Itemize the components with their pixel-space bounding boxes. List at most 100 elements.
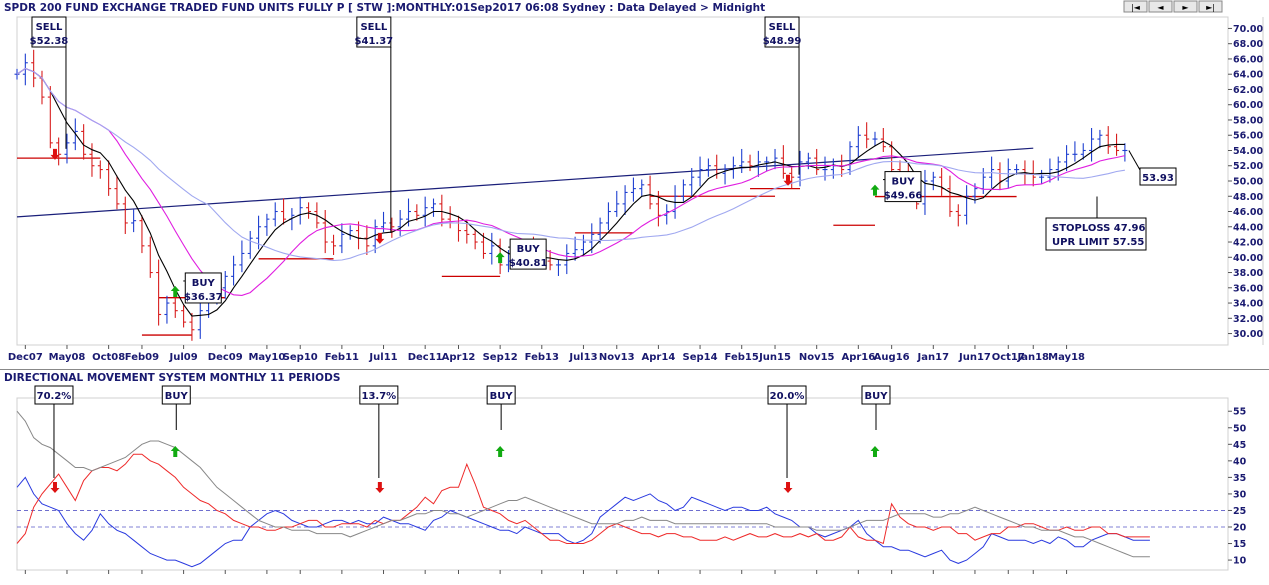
dms-percent-box: 13.7% (359, 385, 399, 405)
price-x-tick-label: Jul11 (368, 352, 397, 363)
price-bar (114, 175, 120, 210)
last-price-box: 53.93 (1139, 167, 1177, 186)
price-bar (89, 143, 95, 177)
price-bar (947, 175, 953, 217)
sell-signal-box-frame (764, 16, 800, 48)
price-x-tick-label: Apr16 (841, 352, 875, 363)
trend-line (16, 147, 1034, 218)
price-x-tick-label: Sep10 (283, 352, 318, 363)
buy-signal-box-label: BUY (891, 177, 915, 188)
price-x-tick-label: Feb11 (325, 352, 359, 363)
buy-signal-box-frame (184, 272, 222, 304)
price-bar (1080, 143, 1086, 160)
price-bar (747, 154, 753, 172)
moving-average-line (16, 67, 1125, 317)
stoploss-box: STOPLOSS 47.96 UPR LIMIT 57.55 (1045, 196, 1147, 251)
buy-signal-box-label: BUY (517, 244, 541, 255)
price-bar (547, 250, 553, 271)
price-bar (281, 198, 287, 225)
price-bar (247, 230, 253, 259)
stoploss-frame (1045, 217, 1147, 251)
last-price-label: 53.93 (1142, 173, 1174, 184)
price-bar (306, 202, 312, 219)
price-bar (164, 295, 170, 324)
price-x-tick-label: Nov13 (599, 352, 635, 363)
buy-signal-arrow (170, 285, 180, 297)
price-bar (131, 209, 137, 233)
price-y-tick-label: 42.00 (1233, 238, 1263, 249)
price-bar (56, 137, 62, 166)
price-x-tick-label: Feb13 (525, 352, 559, 363)
dms-box-label: 20.0% (770, 391, 805, 402)
price-bar (722, 164, 728, 185)
dms-y-tick-label: 45 (1233, 440, 1246, 451)
price-bar (106, 160, 112, 196)
price-bar (331, 234, 337, 255)
nav-button-frame (1173, 0, 1198, 13)
price-bar (422, 196, 428, 227)
nav-button-frame (1198, 0, 1223, 13)
price-bar (372, 219, 378, 254)
price-bar (222, 271, 228, 299)
price-bar (814, 148, 820, 175)
price-bar (189, 312, 195, 341)
price-bar (555, 259, 561, 276)
price-bar (339, 223, 345, 254)
di-minus-line (16, 453, 1150, 545)
price-bar (414, 204, 420, 221)
dms-y-tick-label: 15 (1233, 539, 1246, 550)
price-bar (239, 240, 245, 273)
nav-button-1[interactable]: ◄ (1148, 0, 1173, 13)
nav-button-label: ◄ (1157, 3, 1164, 12)
dms-buy-box: BUY (861, 385, 891, 405)
price-bar (1064, 145, 1070, 172)
price-x-tick-label: Nov15 (799, 352, 835, 363)
price-y-tick-label: 54.00 (1233, 146, 1263, 157)
navigation-bar: |◄ ◄ ► ►| (1123, 0, 1223, 13)
buy-signal-box-price: $49.66 (884, 191, 923, 202)
price-bar (697, 156, 703, 187)
last-price-frame (1139, 167, 1177, 186)
price-bar (64, 133, 70, 164)
price-bar (689, 168, 695, 196)
nav-button-frame (1123, 0, 1148, 13)
buy-signal-arrow (495, 252, 505, 264)
dms-down-arrow (375, 482, 385, 493)
price-bar (855, 126, 861, 158)
price-bar (431, 198, 436, 217)
price-x-tick-label: May08 (49, 352, 86, 363)
price-x-tick-label: Apr12 (442, 352, 476, 363)
price-x-tick-label: Jun15 (758, 352, 791, 363)
sell-signal-box-frame (356, 16, 392, 48)
price-bar (1097, 129, 1103, 149)
price-y-tick-label: 32.00 (1233, 314, 1263, 325)
dms-box-label: BUY (490, 391, 514, 402)
price-bar (47, 86, 53, 149)
nav-button-label: ► (1182, 3, 1189, 12)
buy-signal-box-label: BUY (192, 278, 216, 289)
sell-signal-box-label: SELL (360, 22, 387, 33)
price-bar (156, 259, 162, 326)
nav-button-0[interactable]: |◄ (1123, 0, 1148, 13)
buy-signal-box: BUY $36.37 (184, 272, 223, 304)
price-x-tick-label: Feb15 (725, 352, 759, 363)
price-bar (922, 169, 928, 215)
price-bar (847, 141, 853, 175)
price-bar (789, 166, 795, 189)
price-bar (97, 160, 103, 179)
price-bar (589, 223, 595, 254)
price-x-tick-label: Dec11 (408, 352, 443, 363)
dms-buy-box: BUY (161, 385, 191, 405)
price-bar (580, 234, 586, 255)
nav-button-2[interactable]: ► (1173, 0, 1198, 13)
price-y-tick-label: 30.00 (1233, 329, 1263, 340)
price-bar (139, 215, 145, 254)
sell-signal-arrow (783, 174, 793, 186)
price-x-tick-label: Sep12 (483, 352, 518, 363)
price-bar (605, 202, 611, 231)
nav-button-3[interactable]: ►| (1198, 0, 1223, 13)
price-y-tick-label: 38.00 (1233, 268, 1263, 279)
dms-box-label: BUY (864, 391, 888, 402)
price-bar (1047, 158, 1053, 183)
sell-signal-box: SELL $52.38 (30, 16, 68, 48)
